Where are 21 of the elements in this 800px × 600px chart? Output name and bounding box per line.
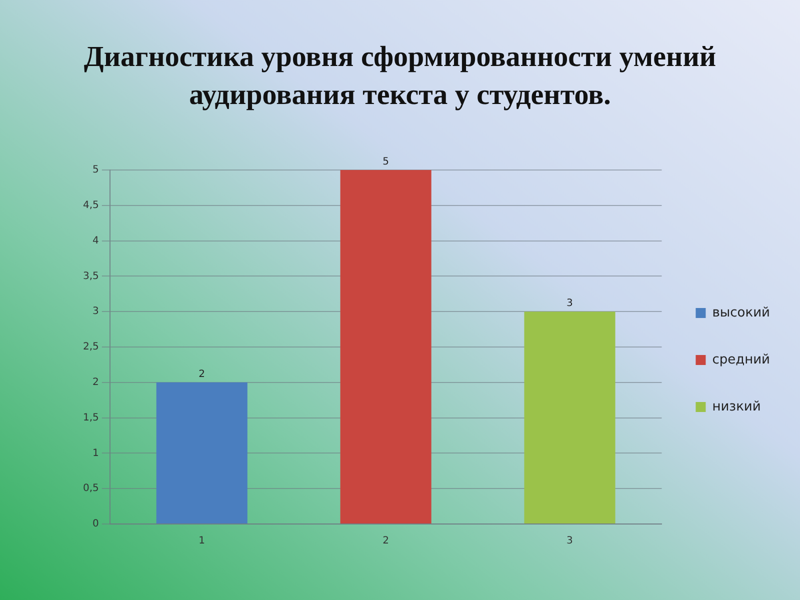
legend-label: средний [712, 352, 770, 368]
data-label: 5 [382, 156, 389, 168]
y-tick-label: 2,5 [82, 342, 99, 353]
y-tick-label: 0 [92, 518, 99, 530]
y-tick-label: 3 [92, 306, 99, 318]
data-label: 2 [198, 368, 206, 380]
y-tick-label: 4,5 [82, 200, 99, 211]
y-tick-label: 2 [92, 376, 99, 388]
x-tick-label: 2 [382, 536, 389, 547]
chart-title: Диагностика уровня сформированности умений аудирования текста у студентов. [82, 40, 718, 113]
y-tick-label: 0,5 [82, 483, 99, 494]
legend-label: низкий [712, 399, 761, 414]
y-tick-label: 3,5 [82, 270, 99, 282]
y-tick-label: 1,5 [82, 412, 99, 424]
y-tick-label: 5 [92, 164, 99, 176]
x-tick-label: 1 [198, 536, 206, 547]
legend-label: высокий [712, 305, 770, 320]
x-tick-label: 3 [566, 536, 573, 547]
data-label: 3 [566, 298, 573, 310]
y-tick-label: 1 [92, 448, 99, 459]
y-tick-label: 4 [92, 235, 99, 246]
